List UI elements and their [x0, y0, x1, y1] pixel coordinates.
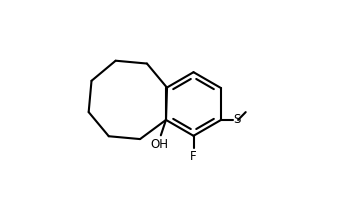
- Text: OH: OH: [151, 138, 169, 151]
- Text: S: S: [234, 113, 241, 126]
- Text: F: F: [190, 150, 197, 163]
